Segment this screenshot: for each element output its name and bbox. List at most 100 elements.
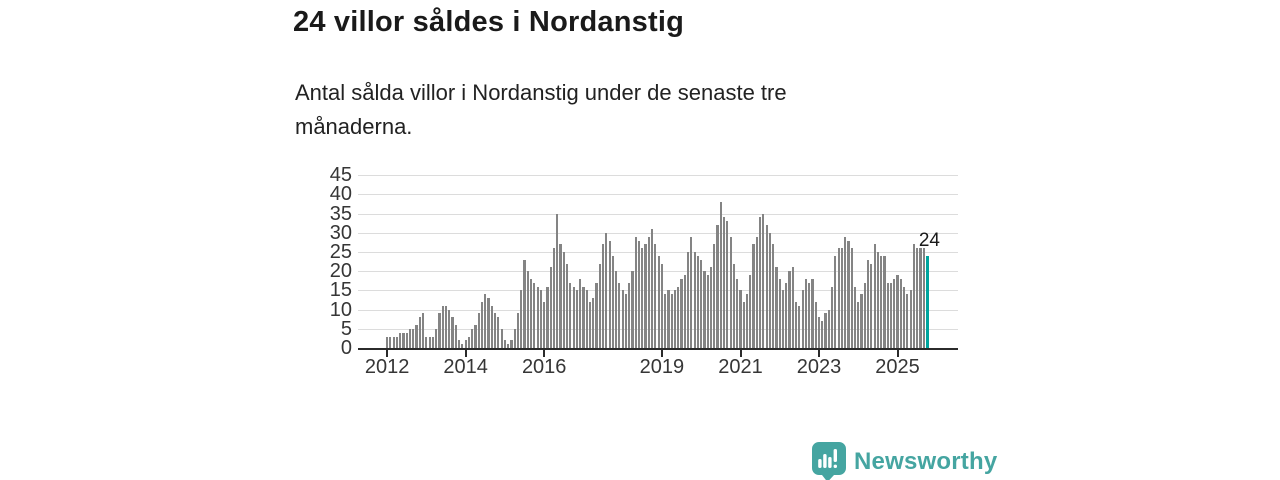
bar (716, 225, 719, 348)
bar (428, 336, 431, 348)
bar (834, 255, 837, 348)
bar (912, 244, 915, 348)
bar (768, 232, 771, 348)
bar (487, 298, 490, 348)
bar (706, 275, 709, 348)
bar (559, 244, 562, 348)
bar (680, 278, 683, 348)
bar (886, 282, 889, 348)
bar (778, 278, 781, 348)
bar (431, 336, 434, 348)
bar (739, 290, 742, 348)
bar (399, 332, 402, 348)
bar (781, 290, 785, 348)
bar (916, 248, 919, 348)
bar (618, 282, 621, 348)
bar (808, 282, 811, 348)
bar (687, 252, 690, 348)
bar (732, 263, 736, 348)
bar (817, 317, 821, 348)
bar (386, 336, 389, 348)
bar (421, 313, 425, 348)
bar (405, 332, 408, 348)
bar (765, 225, 768, 348)
gridline (358, 232, 958, 234)
bar (811, 278, 814, 348)
bar (408, 328, 412, 348)
bar (474, 325, 477, 348)
bar (631, 271, 634, 348)
bar (677, 286, 680, 348)
bar (536, 286, 539, 348)
bar (683, 275, 686, 348)
bar (529, 278, 533, 348)
x-axis-tick (896, 348, 899, 357)
bar (788, 271, 791, 348)
bar (909, 290, 912, 348)
bar (899, 278, 902, 348)
bar (592, 298, 595, 348)
bar (546, 286, 549, 348)
bar (497, 317, 500, 348)
bar (664, 294, 667, 348)
bar (906, 294, 909, 348)
x-axis-tick (464, 348, 467, 357)
bar (539, 290, 542, 348)
bar (565, 263, 569, 348)
bar (853, 286, 857, 348)
bar (791, 267, 794, 348)
bar (624, 294, 628, 348)
bar (723, 217, 726, 348)
bar (749, 275, 752, 348)
bar (457, 340, 461, 348)
bar (484, 294, 487, 348)
page-subtitle: Antal sålda villor i Nordanstig under de… (295, 80, 787, 139)
y-axis-label: 45 (329, 164, 352, 187)
bar (634, 236, 637, 348)
bar (461, 344, 464, 348)
bar (696, 255, 700, 348)
bar (621, 290, 624, 348)
bar (637, 240, 641, 348)
gridline (358, 213, 958, 215)
bar (451, 317, 454, 348)
bar (641, 248, 644, 348)
bar (598, 263, 601, 348)
bar (893, 278, 896, 348)
bar (412, 328, 415, 348)
bar (660, 263, 664, 348)
bar (866, 259, 870, 348)
bar (785, 282, 788, 348)
bar (857, 301, 860, 348)
brand-footer: Newsworthy (812, 442, 997, 480)
bar (516, 313, 520, 348)
bar (477, 313, 480, 348)
bar (860, 294, 863, 348)
bar (745, 294, 749, 348)
bar (896, 275, 899, 348)
bar (729, 236, 732, 348)
bar (572, 286, 575, 348)
x-axis-tick (386, 348, 389, 357)
bar (700, 259, 703, 348)
y-axis-label: 30 (329, 221, 352, 244)
x-axis-label: 2016 (521, 356, 567, 378)
bar (435, 328, 438, 348)
bar (605, 232, 608, 348)
gridline (358, 252, 958, 253)
bar (863, 282, 866, 348)
bar (821, 321, 824, 348)
last-value-annotation: 24 (918, 229, 940, 251)
x-axis-tick (739, 348, 742, 357)
x-axis-label: 2023 (796, 356, 842, 378)
bar (673, 290, 677, 348)
bar (876, 252, 879, 348)
bar (647, 236, 650, 348)
bar (670, 294, 673, 348)
bar (830, 286, 834, 348)
bar (575, 290, 578, 348)
bar (736, 278, 739, 348)
bar (611, 255, 614, 348)
bar (824, 313, 827, 348)
bar (595, 282, 598, 348)
